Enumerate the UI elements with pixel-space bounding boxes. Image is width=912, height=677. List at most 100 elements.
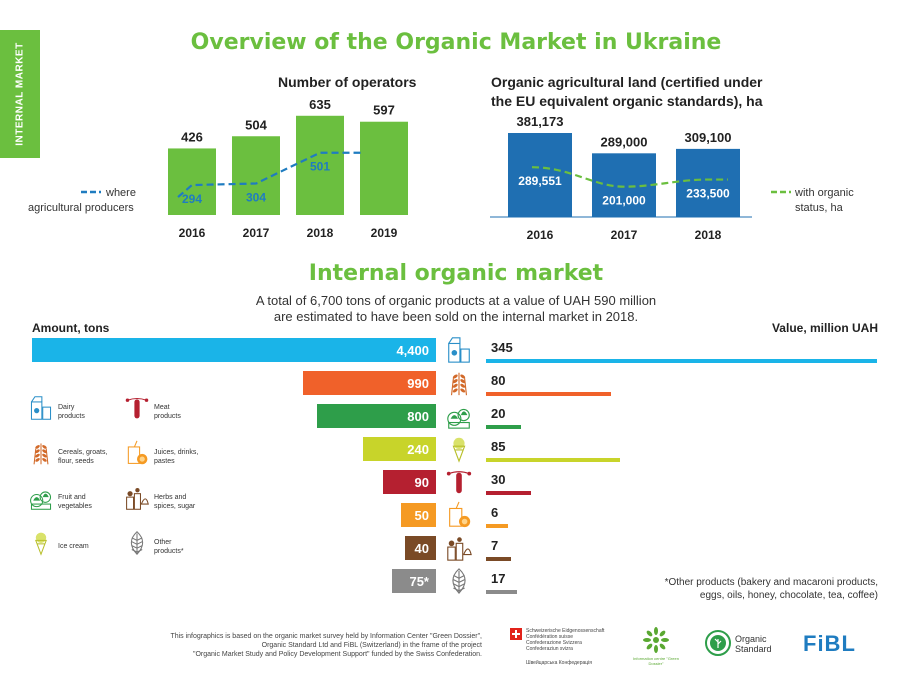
source-line2: Organic Standard Ltd and FiBL (Switzerla… xyxy=(261,642,482,649)
operators-tick-label: 2019 xyxy=(371,226,398,240)
land-bar-group: 309,100 2018 xyxy=(676,130,740,242)
product-legend-label-line2: products xyxy=(154,413,181,420)
operators-bar-value: 504 xyxy=(245,117,267,132)
market-row: 240 85 xyxy=(363,437,620,463)
green-dossier-icon xyxy=(643,627,669,653)
herbs-icon xyxy=(126,488,149,510)
land-tick-label: 2017 xyxy=(611,228,638,242)
land-line-label: 201,000 xyxy=(602,194,646,208)
land-line-label: 233,500 xyxy=(686,187,730,201)
product-legend-label-line1: Other xyxy=(154,539,172,546)
side-tab-label: INTERNAL MARKET xyxy=(14,42,26,146)
product-legend-label-line2: products xyxy=(58,413,85,420)
source-note: This infographics is based on the organi… xyxy=(170,632,482,659)
amount-bar xyxy=(405,536,436,560)
product-legend-label: Dairy products xyxy=(58,403,122,421)
product-legend-label: Ice cream xyxy=(58,542,122,551)
market-row: 50 6 xyxy=(401,501,508,528)
value-label: 345 xyxy=(491,340,513,355)
vegetables-icon xyxy=(447,408,470,429)
market-intro-line1: A total of 6,700 tons of organic product… xyxy=(255,293,657,308)
operators-line-label: 294 xyxy=(182,192,202,206)
organic-standard-icon xyxy=(705,630,731,656)
product-legend-label: Fruit and vegetables xyxy=(58,493,122,511)
green-dossier-text: Information centre "Green Dossier" xyxy=(633,656,679,666)
market-chart: 4,400 345 990 80 800 20 240 85 90 30 50 6 40 7 75* 17 xyxy=(32,337,877,594)
organic-standard-line1: Organic xyxy=(735,634,767,644)
side-tab: INTERNAL MARKET xyxy=(0,30,40,158)
milk-icon xyxy=(30,396,52,420)
leaf-icon xyxy=(130,531,144,556)
organic-standard-line2: Standard xyxy=(735,644,772,654)
operators-bar-group: 504 2017 xyxy=(232,117,280,240)
amount-value: 40 xyxy=(415,541,429,556)
amount-bar xyxy=(303,371,436,395)
value-label: 85 xyxy=(491,439,505,454)
market-row: 40 7 xyxy=(405,536,511,561)
herbs-icon xyxy=(447,537,472,561)
value-bar xyxy=(486,524,508,528)
swiss-line3: Confederazione Svizzera xyxy=(526,640,582,646)
source-line1: This infographics is based on the organi… xyxy=(170,633,482,640)
land-legend-line xyxy=(771,190,791,194)
operators-bar-group: 635 2018 xyxy=(296,100,344,240)
amount-value: 50 xyxy=(415,508,429,523)
value-bar xyxy=(486,425,521,429)
footnote: *Other products (bakery and macaroni pro… xyxy=(665,576,878,602)
value-bar xyxy=(486,359,877,363)
fibl-logo: FiBL xyxy=(803,631,856,656)
market-row: 4,400 345 xyxy=(32,337,877,363)
product-legend-label-line2: vegetables xyxy=(58,503,92,510)
amount-value: 800 xyxy=(407,409,429,424)
product-legend-label-line1: Meat xyxy=(154,404,170,411)
page-title: Overview of the Organic Market in Ukrain… xyxy=(190,30,722,55)
land-bar-value: 381,173 xyxy=(517,114,564,129)
leaf-icon xyxy=(452,568,466,594)
milk-icon xyxy=(448,337,470,363)
footnote-line1: *Other products (bakery and macaroni pro… xyxy=(664,577,878,588)
amount-value: 240 xyxy=(407,442,429,457)
operators-line-label: 501 xyxy=(310,160,330,174)
amount-bar xyxy=(363,437,436,461)
land-line-label: 289,551 xyxy=(518,174,562,188)
operators-chart: 426 2016 504 2017 635 2018 597 2019 294 304 501 xyxy=(168,100,408,240)
land-bar-group: 289,000 2017 xyxy=(592,134,656,242)
operators-bar-value: 597 xyxy=(373,103,395,118)
product-legend-label-line1: Fruit and xyxy=(58,494,86,501)
juice-icon xyxy=(127,440,148,465)
amount-value: 90 xyxy=(415,475,429,490)
land-bar-value: 309,100 xyxy=(685,130,732,145)
value-axis-label: Value, million UAH xyxy=(771,321,878,335)
swiss-ua-text: Швейцарська Конфедерація xyxy=(526,660,592,666)
value-label: 30 xyxy=(491,472,505,487)
land-bar-value: 289,000 xyxy=(601,134,648,149)
product-legend-label-line1: Cereals, groats, xyxy=(58,449,108,456)
value-bar xyxy=(486,590,517,594)
land-tick-label: 2018 xyxy=(695,228,722,242)
operators-tick-label: 2018 xyxy=(307,226,334,240)
value-bar xyxy=(486,491,531,495)
land-chart: 381,173 2016 289,000 2017 309,100 2018 289,551… xyxy=(490,114,752,242)
operators-bar-value: 635 xyxy=(309,100,331,112)
operators-legend-line1: where xyxy=(106,187,136,199)
land-chart-title-line2: the EU equivalent organic standards), ha xyxy=(491,93,763,109)
swiss-line1: Schweizerische Eidgenossenschaft xyxy=(526,628,605,634)
value-bar xyxy=(486,458,620,462)
product-legend-label-line1: Herbs and xyxy=(154,494,187,501)
market-intro-line2: are estimated to have been sold on the i… xyxy=(273,309,639,324)
product-legend-label: Herbs and spices, sugar xyxy=(154,493,218,511)
value-label: 7 xyxy=(491,538,498,553)
value-label: 80 xyxy=(491,373,505,388)
market-row: 800 20 xyxy=(317,404,521,429)
product-legend-label: Cereals, groats, flour, seeds xyxy=(58,448,122,466)
market-title: Internal organic market xyxy=(308,261,604,286)
land-bar xyxy=(676,148,740,217)
land-legend-line2: status, ha xyxy=(795,202,843,214)
product-legend-label-line2: pastes xyxy=(154,458,175,465)
footnote-line2: eggs, oils, honey, chocolate, tea, coffe… xyxy=(699,590,878,601)
operators-bar-group: 597 2019 xyxy=(360,103,408,240)
value-label: 20 xyxy=(491,406,505,421)
operators-bar xyxy=(360,121,408,215)
amount-bar xyxy=(32,338,436,362)
product-legend: Dairy products Meat products Cereals, groats… xyxy=(28,395,228,570)
